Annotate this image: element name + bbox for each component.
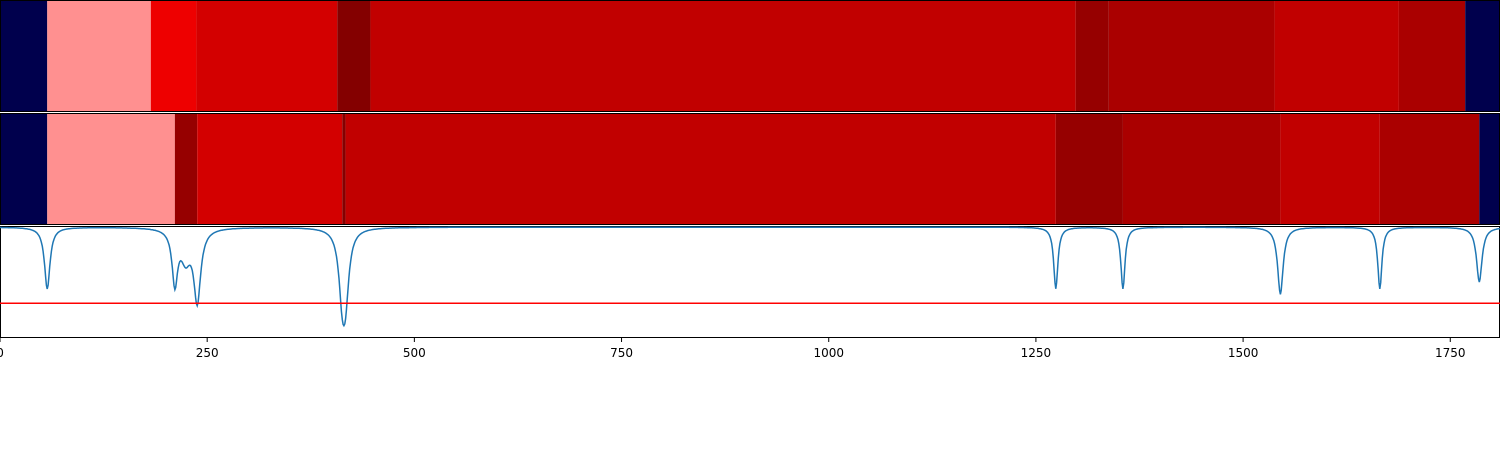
segment-track-1 <box>0 0 1500 112</box>
segment-cell <box>1280 113 1380 225</box>
signal-line <box>0 226 1500 328</box>
x-tick-label: 250 <box>196 346 219 360</box>
x-tick-label: 1250 <box>1021 346 1052 360</box>
x-tick-label: 1500 <box>1228 346 1259 360</box>
segment-cell <box>0 0 48 112</box>
segment-cell <box>1479 113 1500 225</box>
x-tick-label: 1000 <box>813 346 844 360</box>
segment-cell <box>1075 0 1109 112</box>
segment-cell <box>1398 0 1466 112</box>
segment-track-2 <box>0 113 1500 225</box>
segment-cell <box>47 0 151 112</box>
segment-cell <box>1108 0 1275 112</box>
segment-cell <box>1055 113 1123 225</box>
segment-cell <box>196 0 338 112</box>
segment-cell <box>150 0 197 112</box>
segment-cell <box>1274 0 1399 112</box>
signal-track <box>0 226 1500 338</box>
segment-cell <box>174 113 198 225</box>
segment-cell <box>345 113 1056 225</box>
segment-cell <box>337 0 371 112</box>
x-tick-label: 0 <box>0 346 4 360</box>
segment-cell <box>370 0 1076 112</box>
segment-cell <box>1379 113 1480 225</box>
segment-cell <box>1465 0 1500 112</box>
segment-cell <box>0 113 48 225</box>
x-tick-label: 750 <box>610 346 633 360</box>
segment-cell <box>342 113 346 225</box>
segment-cell <box>47 113 175 225</box>
signal-frame <box>0 226 1500 338</box>
x-tick-label: 1750 <box>1435 346 1466 360</box>
segment-cell <box>1122 113 1281 225</box>
segment-cell <box>197 113 343 225</box>
x-axis: 0 250 500 750 1000 1250 1500 1750 <box>0 338 1466 360</box>
x-tick-label: 500 <box>403 346 426 360</box>
